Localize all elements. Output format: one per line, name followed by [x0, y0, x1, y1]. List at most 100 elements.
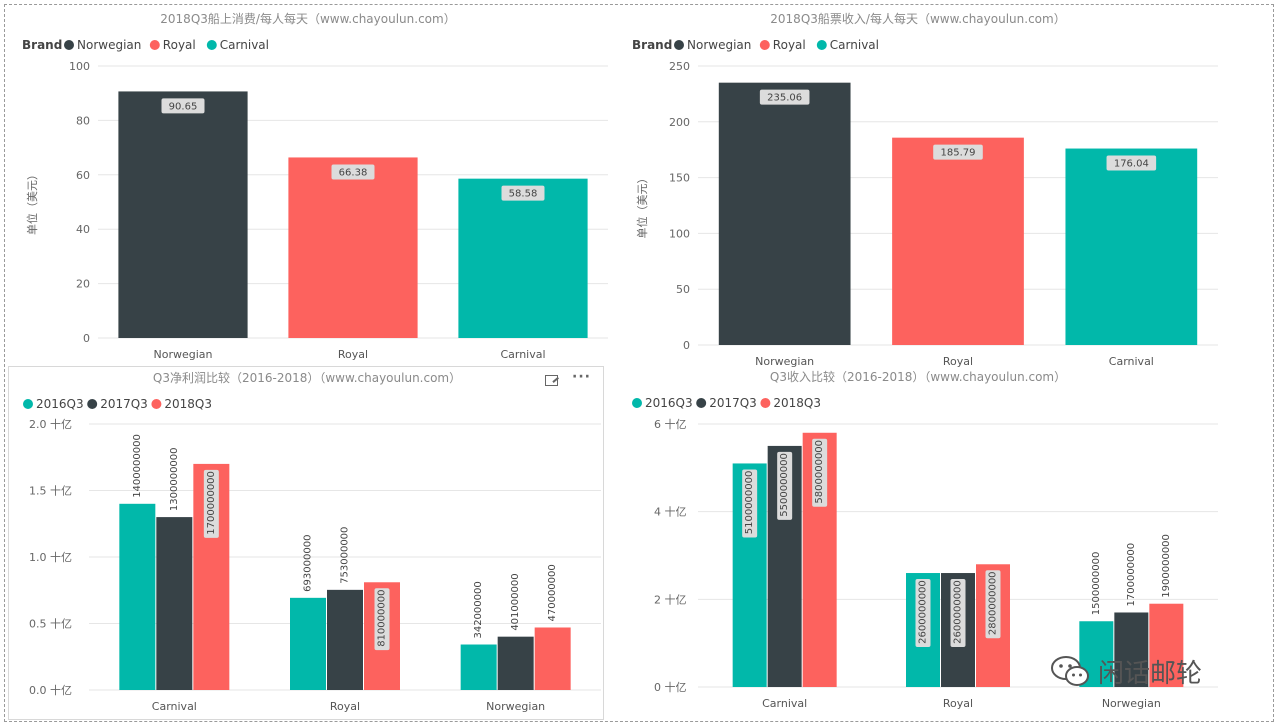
y-tick-label: 1.5 十亿	[29, 484, 72, 498]
data-label: 2600000000	[953, 580, 964, 644]
bar-royal-2016q3[interactable]	[290, 597, 326, 690]
data-label-box	[759, 89, 810, 105]
legend-marker-royal	[759, 40, 770, 50]
bar-norwegian[interactable]	[718, 82, 851, 346]
data-label: 810000000	[377, 590, 388, 647]
bar-royal-2017q3[interactable]	[327, 589, 363, 690]
more-options-icon[interactable]: ···	[572, 369, 591, 385]
watermark-text: 闲话邮轮	[1098, 658, 1203, 689]
legend-item-royal[interactable]: Royal	[163, 38, 196, 52]
data-label-carnival: 176.04	[1114, 159, 1149, 170]
x-category-norwegian: Norwegian	[1102, 697, 1161, 710]
data-label-norwegian: 90.65	[169, 101, 198, 112]
x-category-royal: Royal	[943, 697, 973, 710]
chart-title: Q3净利润比较（2016-2018）（www.chayoulun.com）	[153, 370, 461, 385]
y-axis-label: 单位（美元）	[635, 173, 649, 239]
data-label: 5800000000	[814, 440, 825, 504]
chart-title: Q3收入比较（2016-2018）（www.chayoulun.com）	[770, 369, 1066, 384]
legend-item-2016q3[interactable]: 2016Q3	[645, 396, 693, 410]
data-label-carnival: 58.58	[509, 189, 538, 200]
bar-norwegian-2017q3[interactable]	[1114, 612, 1149, 687]
legend-item-2016q3[interactable]: 2016Q3	[36, 397, 84, 411]
y-axis-label: 单位（美元）	[25, 169, 39, 235]
x-category-norwegian: Norwegian	[755, 355, 814, 368]
x-category-royal: Royal	[338, 348, 368, 361]
bar-carnival[interactable]	[1065, 148, 1198, 345]
data-label: 1700000000	[1126, 543, 1137, 607]
data-label-norwegian: 235.06	[767, 93, 802, 104]
data-label-box	[203, 469, 219, 538]
data-label: 5100000000	[744, 471, 755, 535]
legend-marker-2018q3	[151, 399, 162, 409]
y-tick-label: 60	[76, 169, 90, 182]
legend-marker-norwegian	[64, 40, 74, 50]
x-category-carnival: Carnival	[500, 348, 545, 361]
x-category-carnival: Carnival	[152, 700, 197, 713]
data-label: 1700000000	[206, 471, 217, 535]
expand-icon[interactable]	[545, 371, 559, 387]
chart-title: 2018Q3船上消费/每人每天（www.chayoulun.com）	[160, 11, 455, 26]
data-label-box	[161, 98, 205, 114]
data-label: 2800000000	[988, 571, 999, 635]
x-category-carnival: Carnival	[1109, 355, 1154, 368]
bar-carnival-2016q3[interactable]	[119, 503, 156, 690]
data-label-box	[1106, 155, 1157, 171]
data-label: 693000000	[303, 535, 314, 592]
data-label-box	[374, 588, 390, 651]
bar-norwegian-2018q3[interactable]	[534, 627, 571, 690]
y-tick-label: 2.0 十亿	[29, 417, 72, 431]
y-tick-label: 0.5 十亿	[29, 617, 72, 631]
data-label-royal: 66.38	[339, 167, 368, 178]
legend-marker-2016q3	[23, 399, 33, 409]
x-category-royal: Royal	[330, 700, 360, 713]
y-tick-label: 2 十亿	[654, 592, 687, 606]
bar-royal[interactable]	[288, 157, 418, 338]
dashboard-frame	[4, 4, 1274, 722]
legend-marker-2017q3	[87, 399, 98, 409]
chart-q3-revenue: Q3收入比较（2016-2018）（www.chayoulun.com） 2016…	[618, 366, 1218, 720]
bar-norwegian-2018q3[interactable]	[1149, 603, 1184, 687]
legend-item-norwegian[interactable]: Norwegian	[77, 38, 141, 52]
y-tick-label: 0 十亿	[654, 680, 687, 694]
bar-carnival[interactable]	[458, 178, 588, 338]
legend-item-carnival[interactable]: Carnival	[220, 38, 269, 52]
data-label-box	[915, 579, 931, 648]
data-label-box	[777, 451, 793, 520]
y-tick-label: 250	[669, 60, 690, 73]
data-label-box	[950, 579, 966, 648]
panel-toolbar: ···	[545, 369, 591, 387]
bar-norwegian-2017q3[interactable]	[497, 636, 534, 690]
bar-norwegian[interactable]	[118, 91, 248, 338]
legend-marker-2017q3	[696, 398, 707, 408]
bar-norwegian-2016q3[interactable]	[460, 644, 497, 690]
x-category-carnival: Carnival	[762, 697, 807, 710]
y-tick-label: 0	[83, 332, 90, 345]
y-tick-label: 200	[669, 116, 690, 129]
bar-carnival-2017q3[interactable]	[156, 517, 193, 690]
y-tick-label: 6 十亿	[654, 417, 687, 431]
legend-item-2017q3[interactable]: 2017Q3	[100, 397, 148, 411]
y-tick-label: 0	[683, 339, 690, 352]
chart-onboard-spending-svg: 2018Q3船上消费/每人每天（www.chayoulun.com） Brand N…	[22, 11, 608, 361]
legend-item-2018q3[interactable]: 2018Q3	[773, 396, 821, 410]
legend-item-carnival[interactable]: Carnival	[830, 38, 879, 52]
legend-marker-royal	[149, 40, 160, 50]
legend-item-norwegian[interactable]: Norwegian	[687, 38, 751, 52]
legend-item-2018q3[interactable]: 2018Q3	[164, 397, 212, 411]
data-label-box	[812, 438, 828, 507]
x-category-norwegian: Norwegian	[486, 700, 545, 713]
y-tick-label: 50	[676, 283, 690, 296]
chart-net-profit: Q3净利润比较（2016-2018）（www.chayoulun.com） 201…	[8, 366, 604, 720]
legend-item-royal[interactable]: Royal	[773, 38, 806, 52]
legend-title: Brand	[632, 38, 672, 52]
legend-marker-norwegian	[674, 40, 684, 50]
legend-marker-2016q3	[632, 398, 642, 408]
wechat-icon	[1051, 656, 1089, 686]
legend-item-2017q3[interactable]: 2017Q3	[709, 396, 757, 410]
y-tick-label: 1.0 十亿	[29, 550, 72, 564]
legend-marker-carnival	[816, 40, 827, 50]
bar-royal[interactable]	[892, 137, 1024, 345]
y-tick-label: 4 十亿	[654, 505, 687, 519]
chart-title: 2018Q3船票收入/每人每天（www.chayoulun.com）	[770, 11, 1065, 26]
data-label: 1500000000	[1091, 552, 1102, 616]
